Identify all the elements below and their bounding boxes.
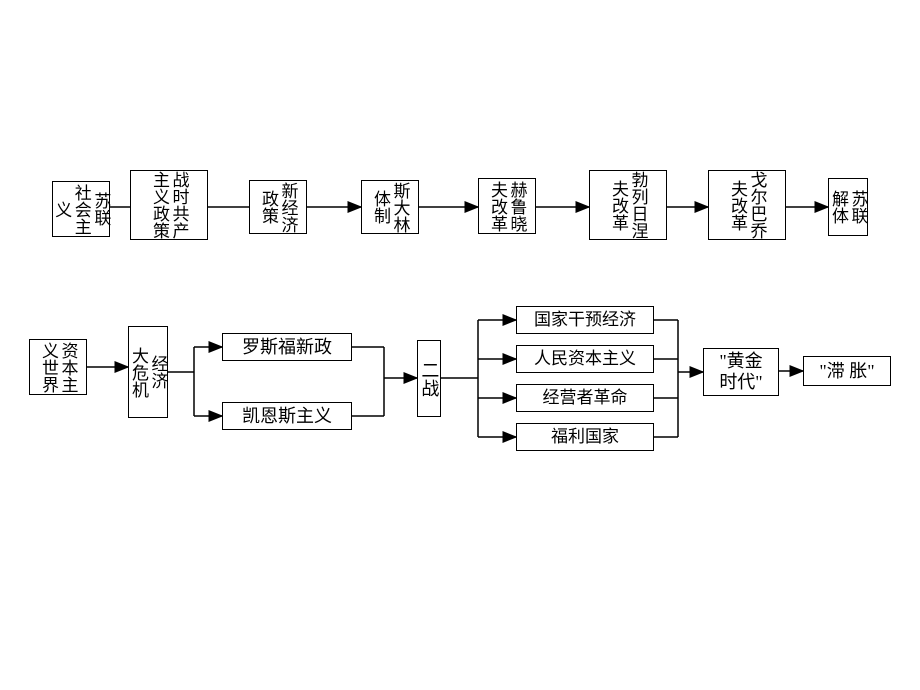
node-m5a: 国家干预经济 (516, 306, 654, 334)
node-m5c: 经营者革命 (516, 384, 654, 412)
node-m3b: 凯恩斯主义 (222, 402, 352, 430)
node-n4: 斯大林体制 (361, 180, 419, 234)
node-m3a: 罗斯福新政 (222, 333, 352, 361)
node-n5: 赫鲁晓夫改革 (478, 178, 536, 234)
node-n7: 戈尔巴乔夫改革 (708, 170, 786, 240)
node-m2: 经济大危机 (128, 326, 168, 418)
node-m7: "滞 胀" (803, 356, 891, 386)
node-n1: 苏联社会主义 (52, 181, 110, 237)
node-n8: 苏联解体 (828, 178, 868, 236)
node-n3: 新经济政策 (249, 180, 307, 234)
node-n6: 勃列日涅夫改革 (589, 170, 667, 240)
node-m1: 资本主义世界 (29, 339, 87, 395)
node-n2: 战时共产主义政策 (130, 170, 208, 240)
node-m4: 二战 (417, 340, 441, 417)
node-m5d: 福利国家 (516, 423, 654, 451)
node-m5b: 人民资本主义 (516, 345, 654, 373)
node-m6: "黄金时代" (703, 348, 779, 396)
